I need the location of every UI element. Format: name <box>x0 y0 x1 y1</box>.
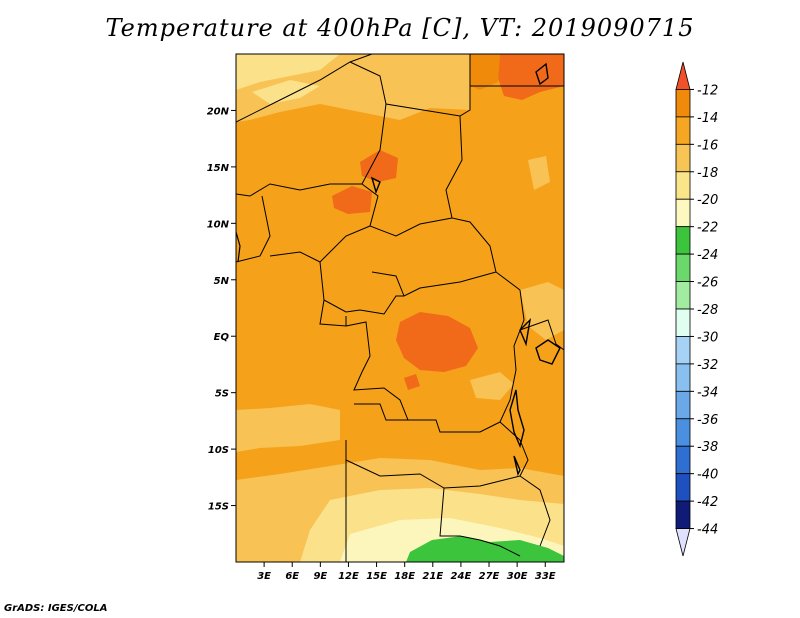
colorbar-label: -14 <box>697 111 718 126</box>
colorbar-label: -28 <box>697 303 718 318</box>
lat-tick-label: 5N <box>214 276 230 287</box>
colorbar-swatch <box>675 363 691 392</box>
field-south-24 <box>406 536 564 562</box>
lat-tick-label: EQ <box>214 332 230 343</box>
lon-tick-label: 6E <box>285 571 299 582</box>
colorbar-label: -22 <box>697 221 718 236</box>
field-ne-15 <box>470 54 500 90</box>
colorbar-swatch <box>675 61 691 90</box>
field-east-18c <box>470 372 514 400</box>
colorbar: -12 -14 -16 -18 -20 -22 -24 -26 -28 -30 -32 -34 -36 -… <box>675 61 718 557</box>
colorbar-swatch <box>675 473 691 502</box>
colorbar-swatch <box>675 143 691 173</box>
field-warm-patch-2 <box>332 186 372 214</box>
lon-tick-label: 24E <box>451 571 472 582</box>
colorbar-label: -44 <box>697 523 718 538</box>
colorbar-swatch <box>675 390 691 420</box>
colorbar-swatch <box>675 308 691 337</box>
colorbar-label: -40 <box>697 468 718 483</box>
colorbar-label: -34 <box>697 385 718 400</box>
chart-title: Temperature at 400hPa [C], VT: 201909071… <box>105 14 695 42</box>
longitude-axis: 3E 6E 9E 12E 15E 18E 21E 24E 27E 30E 33E <box>257 562 556 582</box>
country-borders <box>236 54 564 562</box>
colorbar-swatch <box>675 116 691 145</box>
colorbar-label: -18 <box>697 166 718 181</box>
colorbar-swatch <box>675 336 691 365</box>
lat-tick-label: 15S <box>208 502 229 513</box>
colorbar-swatch <box>675 528 691 557</box>
field-congo-14b <box>404 374 420 390</box>
colorbar-label: -20 <box>697 193 718 208</box>
field-north-20b <box>252 80 320 104</box>
lon-tick-label: 9E <box>313 571 327 582</box>
lat-tick-label: 10N <box>207 219 230 230</box>
colorbar-swatch <box>675 253 691 282</box>
field-sw-18 <box>236 404 340 452</box>
colorbar-label: -12 <box>697 83 718 98</box>
colorbar-label: -42 <box>697 495 718 510</box>
temperature-field <box>236 54 564 562</box>
lat-tick-label: 5S <box>215 389 229 400</box>
colorbar-label: -26 <box>697 276 718 291</box>
lon-tick-label: 21E <box>422 571 443 582</box>
colorbar-swatch <box>675 418 691 447</box>
lon-tick-label: 15E <box>366 571 387 582</box>
colorbar-swatch <box>675 445 691 475</box>
lon-tick-label: 33E <box>535 571 556 582</box>
colorbar-label: -38 <box>697 440 718 455</box>
lat-tick-label: 10S <box>208 445 229 456</box>
colorbar-swatch <box>675 226 691 255</box>
colorbar-label: -24 <box>697 248 718 263</box>
field-ne-14 <box>498 54 564 100</box>
lon-tick-label: 27E <box>479 571 500 582</box>
lat-tick-label: 15N <box>207 163 230 174</box>
field-congo-14 <box>396 312 478 372</box>
colorbar-label: -32 <box>697 358 718 373</box>
colorbar-swatch <box>675 281 691 310</box>
colorbar-swatch <box>675 500 691 529</box>
lon-tick-label: 30E <box>507 571 528 582</box>
colorbar-label: -30 <box>697 330 718 345</box>
colorbar-label: -36 <box>697 413 718 428</box>
colorbar-label: -16 <box>697 138 718 153</box>
colorbar-swatch <box>675 89 691 118</box>
lat-tick-label: 20N <box>207 106 230 117</box>
lon-tick-label: 3E <box>257 571 271 582</box>
map-frame <box>235 53 565 563</box>
colorbar-swatch <box>675 198 691 228</box>
field-east-18b <box>520 282 564 340</box>
colorbar-swatch <box>675 171 691 200</box>
field-east-18a <box>528 156 550 190</box>
field-warm-patch-1 <box>360 150 398 182</box>
lakes <box>370 62 561 477</box>
credit-label: GrADS: IGES/COLA <box>4 603 108 614</box>
field-north-20 <box>236 54 340 90</box>
lon-tick-label: 12E <box>338 571 359 582</box>
lon-tick-label: 18E <box>394 571 415 582</box>
latitude-axis: 20N 15N 10N 5N EQ 5S 10S 15S <box>207 106 236 513</box>
coastline-west <box>236 231 241 263</box>
